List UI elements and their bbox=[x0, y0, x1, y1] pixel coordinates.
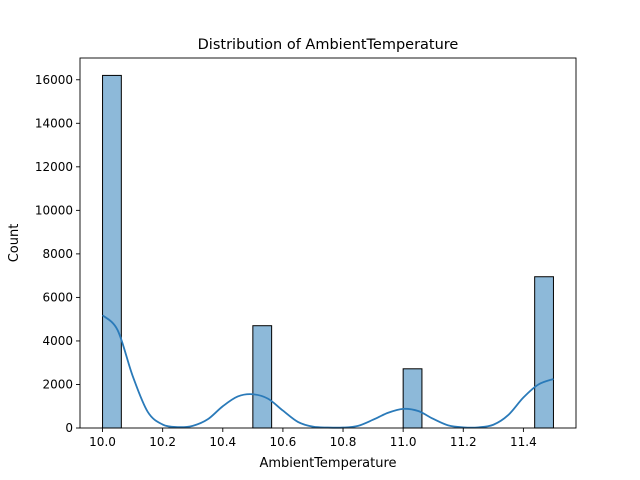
kde-curve bbox=[101, 314, 554, 429]
x-tick-label: 11.2 bbox=[450, 435, 477, 449]
y-tick-label: 10000 bbox=[35, 203, 73, 217]
y-tick-label: 2000 bbox=[42, 377, 73, 391]
y-tick-label: 16000 bbox=[35, 73, 73, 87]
y-axis-ticks: 0 2000 4000 6000 8000 10000 12000 14000 16000 bbox=[35, 73, 80, 435]
y-tick-label: 6000 bbox=[42, 290, 73, 304]
y-axis-label: Count bbox=[7, 224, 22, 263]
x-tick-label: 11.4 bbox=[510, 435, 537, 449]
x-tick-label: 10.8 bbox=[330, 435, 357, 449]
bar-group bbox=[102, 74, 554, 429]
histogram-bar bbox=[402, 368, 423, 429]
y-tick-label: 4000 bbox=[42, 334, 73, 348]
y-tick-label: 12000 bbox=[35, 160, 73, 174]
chart-title: Distribution of AmbientTemperature bbox=[198, 37, 459, 53]
y-tick-label: 14000 bbox=[35, 116, 73, 130]
x-tick-label: 10.6 bbox=[270, 435, 297, 449]
x-tick-label: 11.0 bbox=[390, 435, 417, 449]
x-axis-label: AmbientTemperature bbox=[259, 456, 396, 471]
x-tick-label: 10.4 bbox=[209, 435, 236, 449]
plot-frame bbox=[79, 57, 577, 429]
histogram-bar bbox=[252, 325, 273, 429]
x-tick-label: 10.2 bbox=[149, 435, 176, 449]
x-axis-ticks: 10.0 10.2 10.4 10.6 10.8 11.0 11.2 11.4 bbox=[89, 428, 537, 449]
y-tick-label: 0 bbox=[65, 421, 73, 435]
y-tick-label: 8000 bbox=[42, 247, 73, 261]
histogram-bar bbox=[102, 74, 122, 429]
plot-area: 10.0 10.2 10.4 10.6 10.8 11.0 11.2 11.4 0 2000 40… bbox=[35, 57, 577, 449]
x-tick-label: 10.0 bbox=[89, 435, 116, 449]
histogram-bar bbox=[534, 276, 554, 429]
